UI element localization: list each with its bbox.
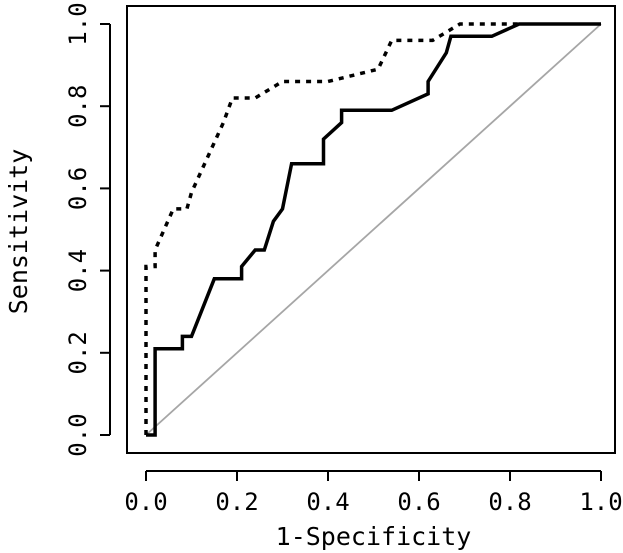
y-tick-label: 0.4 <box>64 249 92 292</box>
plot-frame <box>126 5 616 454</box>
x-tick-label: 0.6 <box>397 488 440 516</box>
y-axis: 0.0 0.2 0.4 0.6 0.8 1.0 <box>64 2 111 457</box>
reference-diagonal <box>145 23 602 436</box>
x-axis-title: 1-Specificity <box>276 522 472 551</box>
y-axis-title: Sensitivity <box>4 149 33 315</box>
y-tick-label: 0.2 <box>64 331 92 374</box>
x-tick-label: 0.2 <box>215 488 258 516</box>
roc-curve-dotted <box>144 22 520 435</box>
x-tick-label: 0.4 <box>306 488 349 516</box>
x-axis: 0.0 0.2 0.4 0.6 0.8 1.0 <box>124 470 623 516</box>
x-tick-label: 1.0 <box>579 488 622 516</box>
y-tick-label: 0.0 <box>64 413 92 456</box>
roc-curve-solid <box>146 22 601 437</box>
y-tick-label: 1.0 <box>64 2 92 45</box>
series-layer <box>144 22 602 437</box>
y-tick-label: 0.6 <box>64 167 92 210</box>
x-tick-label: 0.0 <box>124 488 167 516</box>
y-tick-label: 0.8 <box>64 85 92 128</box>
x-tick-label: 0.8 <box>488 488 531 516</box>
